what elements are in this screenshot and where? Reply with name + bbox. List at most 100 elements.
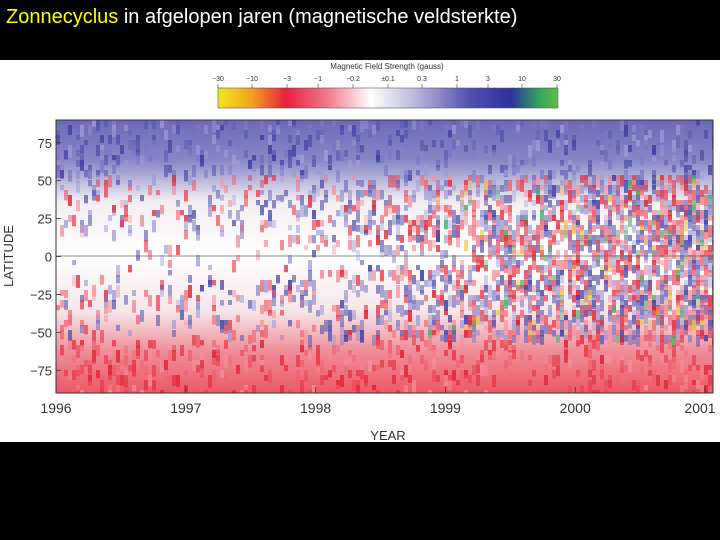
- heatmap-cell: [124, 355, 128, 367]
- heatmap-cell: [264, 280, 268, 293]
- heatmap-cell: [124, 160, 128, 173]
- heatmap-cell: [652, 330, 656, 338]
- heatmap-cell: [696, 380, 700, 389]
- heatmap-cell: [668, 305, 672, 312]
- heatmap-cell: [708, 305, 712, 312]
- heatmap-cell: [432, 320, 436, 328]
- heatmap-cell: [440, 275, 444, 282]
- heatmap-cell: [264, 220, 268, 229]
- heatmap-cell: [684, 320, 688, 331]
- heatmap-cell: [564, 340, 568, 348]
- heatmap-cell: [460, 200, 464, 212]
- heatmap-cell: [668, 315, 672, 321]
- heatmap-cell: [644, 180, 648, 192]
- heatmap-cell: [688, 335, 692, 343]
- heatmap-cell: [456, 380, 460, 386]
- heatmap-cell: [116, 375, 120, 386]
- heatmap-cell: [556, 320, 560, 330]
- heatmap-cell: [280, 165, 284, 176]
- heatmap-cell: [228, 200, 232, 207]
- heatmap-cell: [360, 225, 364, 234]
- heatmap-cell: [352, 275, 356, 284]
- heatmap-cell: [592, 205, 596, 217]
- heatmap-cell: [644, 385, 648, 391]
- heatmap-cell: [400, 370, 404, 376]
- heatmap-cell: [360, 190, 364, 198]
- heatmap-cell: [704, 280, 708, 286]
- heatmap-cell: [312, 155, 316, 167]
- heatmap-cell: [288, 155, 292, 168]
- heatmap-cell: [468, 270, 472, 283]
- heatmap-cell: [436, 220, 440, 228]
- heatmap-cell: [388, 300, 392, 310]
- heatmap-cell: [292, 275, 296, 283]
- heatmap-cell: [348, 380, 352, 391]
- heatmap-cell: [432, 330, 436, 336]
- heatmap-cell: [404, 310, 408, 316]
- heatmap-cell: [236, 235, 240, 248]
- heatmap-cell: [300, 290, 304, 296]
- heatmap-cell: [320, 270, 324, 279]
- heatmap-cell: [96, 315, 100, 324]
- heatmap-cell: [216, 125, 220, 131]
- heatmap-cell: [588, 290, 592, 300]
- heatmap-cell: [268, 310, 272, 316]
- heatmap-cell: [372, 365, 376, 372]
- heatmap-cell: [408, 325, 412, 338]
- heatmap-cell: [100, 275, 104, 285]
- heatmap-cell: [340, 315, 344, 327]
- heatmap-cell: [96, 145, 100, 157]
- heatmap-cell: [368, 360, 372, 372]
- heatmap-cell: [340, 300, 344, 309]
- heatmap-cell: [540, 185, 544, 191]
- heatmap-cell: [292, 125, 296, 138]
- heatmap-cell: [352, 355, 356, 362]
- heatmap-cell: [396, 215, 400, 225]
- heatmap-cell: [116, 135, 120, 145]
- heatmap-cell: [212, 280, 216, 286]
- heatmap-cell: [700, 215, 704, 224]
- heatmap-cell: [684, 375, 688, 382]
- heatmap-cell: [492, 210, 496, 218]
- heatmap-cell: [568, 360, 572, 366]
- heatmap-cell: [696, 215, 700, 223]
- heatmap-cell: [624, 160, 628, 169]
- heatmap-cell: [404, 260, 408, 271]
- heatmap-cell: [564, 225, 568, 235]
- heatmap-cell: [256, 325, 260, 332]
- heatmap-cell: [332, 335, 336, 346]
- heatmap-cell: [656, 335, 660, 345]
- heatmap-cell: [104, 315, 108, 323]
- heatmap-cell: [580, 245, 584, 252]
- heatmap-cell: [532, 140, 536, 149]
- heatmap-cell: [524, 330, 528, 343]
- heatmap-cell: [164, 370, 168, 381]
- heatmap-cell: [528, 235, 532, 248]
- heatmap-cell: [640, 225, 644, 234]
- heatmap-cell: [472, 140, 476, 151]
- heatmap-cell: [172, 345, 176, 352]
- heatmap-cell: [272, 175, 276, 181]
- heatmap-cell: [596, 305, 600, 313]
- heatmap-cell: [644, 325, 648, 337]
- heatmap-cell: [612, 235, 616, 244]
- heatmap-cell: [624, 215, 628, 221]
- heatmap-cell: [496, 215, 500, 226]
- heatmap-cell: [644, 300, 648, 312]
- heatmap-cell: [420, 215, 424, 225]
- heatmap-cell: [480, 260, 484, 269]
- heatmap-cell: [652, 225, 656, 232]
- heatmap-cell: [340, 130, 344, 137]
- heatmap-cell: [464, 370, 468, 379]
- heatmap-cell: [704, 275, 708, 281]
- heatmap-cell: [708, 255, 712, 263]
- heatmap-cell: [656, 140, 660, 146]
- heatmap-cell: [604, 390, 608, 393]
- heatmap-cell: [464, 205, 468, 211]
- heatmap-cell: [696, 225, 700, 237]
- heatmap-cell: [616, 375, 620, 388]
- heatmap-cell: [568, 240, 572, 250]
- heatmap-cell: [308, 350, 312, 361]
- heatmap-cell: [704, 365, 708, 375]
- heatmap-cell: [664, 185, 668, 194]
